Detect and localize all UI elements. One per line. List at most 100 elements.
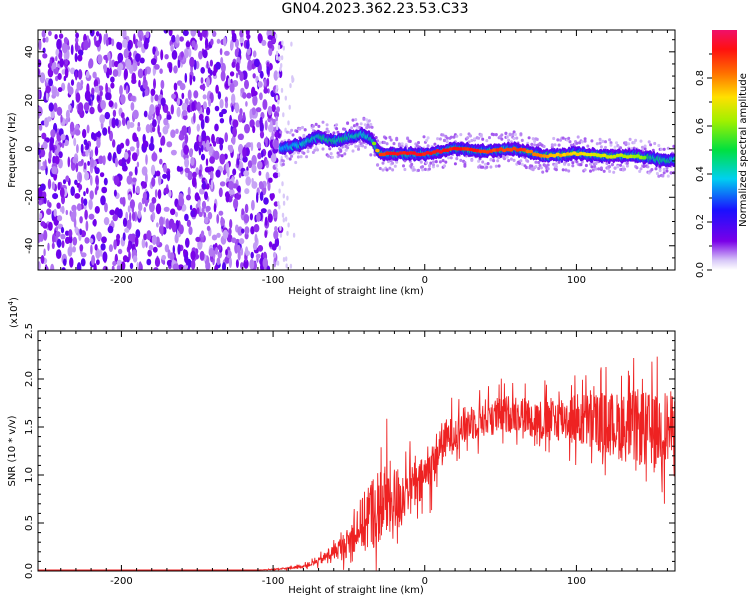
noise-cell bbox=[115, 157, 118, 168]
noise-cell bbox=[112, 260, 117, 267]
noise-cell bbox=[99, 90, 103, 97]
y-tick-label: -20 bbox=[24, 189, 35, 205]
noise-cell bbox=[146, 230, 152, 241]
noise-cell bbox=[84, 171, 90, 181]
ridge-peak-cell bbox=[455, 147, 460, 151]
ridge-haze bbox=[343, 152, 347, 156]
ridge-peak-cell bbox=[535, 153, 540, 157]
noise-cell bbox=[80, 159, 84, 165]
noise-cell bbox=[280, 87, 284, 93]
noise-cell bbox=[286, 230, 289, 236]
noise-cell bbox=[208, 146, 214, 154]
noise-cell bbox=[164, 244, 170, 253]
noise-cell bbox=[231, 61, 236, 68]
noise-cell bbox=[162, 173, 168, 179]
noise-cell bbox=[172, 245, 175, 254]
ridge-haze bbox=[438, 160, 442, 164]
ridge-haze bbox=[634, 138, 638, 142]
noise-cell bbox=[80, 258, 86, 267]
noise-cell bbox=[210, 179, 214, 190]
noise-cell bbox=[116, 259, 123, 266]
noise-cell bbox=[273, 230, 279, 240]
noise-cell bbox=[133, 33, 136, 45]
noise-cell bbox=[215, 247, 218, 255]
ridge-haze bbox=[662, 147, 666, 151]
ridge-peak-cell bbox=[595, 153, 600, 157]
ridge-peak-cell bbox=[495, 148, 500, 152]
noise-cell bbox=[67, 156, 71, 168]
noise-cell bbox=[241, 208, 245, 216]
noise-cell bbox=[150, 164, 156, 176]
noise-cell bbox=[277, 99, 280, 105]
noise-cell bbox=[257, 33, 263, 42]
noise-cell bbox=[193, 112, 196, 124]
ridge-haze bbox=[537, 166, 541, 171]
noise-cell bbox=[101, 186, 108, 194]
ridge-haze bbox=[455, 134, 459, 138]
noise-cell bbox=[280, 55, 284, 61]
noise-cell bbox=[261, 39, 267, 47]
ridge-haze bbox=[321, 147, 325, 151]
noise-cell bbox=[237, 133, 244, 140]
noise-cell bbox=[158, 147, 163, 153]
noise-cell bbox=[85, 149, 89, 157]
noise-cell bbox=[51, 242, 55, 249]
noise-cell bbox=[124, 227, 130, 233]
ridge-haze bbox=[627, 142, 631, 146]
noise-cell bbox=[162, 125, 169, 135]
noise-cell bbox=[122, 196, 126, 207]
noise-cell bbox=[82, 128, 87, 139]
noise-cell bbox=[114, 102, 118, 110]
noise-cell bbox=[275, 88, 278, 94]
ridge-haze bbox=[438, 137, 442, 141]
ridge-haze bbox=[363, 123, 367, 127]
ridge-haze bbox=[381, 161, 385, 165]
noise-cell bbox=[224, 132, 228, 143]
noise-cell bbox=[200, 230, 205, 238]
noise-cell bbox=[251, 90, 258, 97]
noise-cell bbox=[80, 143, 84, 154]
noise-cell bbox=[136, 161, 140, 168]
ridge-haze bbox=[662, 171, 666, 175]
noise-cell bbox=[275, 50, 279, 56]
ridge-haze bbox=[550, 145, 554, 149]
noise-cell bbox=[186, 194, 191, 201]
noise-cell bbox=[195, 236, 201, 242]
ridge-haze bbox=[477, 159, 481, 163]
noise-cell bbox=[289, 263, 293, 269]
noise-cell bbox=[62, 179, 67, 185]
noise-cell bbox=[231, 135, 236, 145]
noise-cell bbox=[243, 258, 249, 269]
y-tick-label: 0.0 bbox=[24, 563, 35, 579]
noise-cell bbox=[197, 30, 201, 38]
ridge-haze bbox=[302, 151, 306, 155]
noise-cell bbox=[132, 255, 138, 263]
ridge-peak-cell bbox=[462, 147, 467, 151]
colorbar-ticks: 0.0 0.2 0.4 0.6 0.8 bbox=[695, 53, 712, 278]
noise-cell bbox=[268, 47, 273, 57]
ridge-haze bbox=[346, 146, 350, 150]
x-tick-label: 0 bbox=[422, 576, 428, 587]
noise-cell bbox=[102, 127, 108, 136]
noise-cell bbox=[251, 63, 255, 70]
ridge-peak-cell bbox=[592, 152, 597, 157]
ridge-haze bbox=[610, 163, 614, 167]
ridge-haze bbox=[590, 139, 594, 143]
noise-cell bbox=[126, 120, 131, 130]
noise-cell bbox=[102, 251, 108, 263]
noise-cell bbox=[110, 82, 115, 89]
ridge-haze bbox=[584, 163, 588, 168]
ridge-haze bbox=[546, 167, 550, 171]
ridge-haze bbox=[336, 130, 340, 134]
noise-cell bbox=[105, 82, 108, 94]
noise-cell bbox=[105, 56, 108, 64]
ridge-haze bbox=[302, 133, 306, 138]
noise-cell bbox=[102, 265, 109, 270]
noise-cell bbox=[251, 199, 255, 211]
ridge-haze bbox=[382, 140, 386, 145]
ridge-haze bbox=[625, 164, 629, 168]
noise-cell bbox=[48, 78, 53, 87]
noise-cell bbox=[191, 40, 196, 48]
ridge-haze bbox=[530, 142, 534, 146]
ridge-haze bbox=[553, 143, 557, 147]
